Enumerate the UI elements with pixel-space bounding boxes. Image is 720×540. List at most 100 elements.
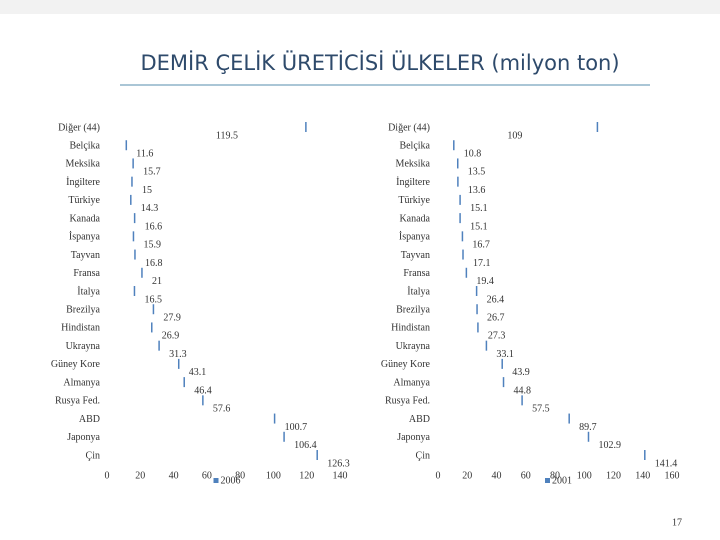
bar-marker bbox=[133, 213, 136, 224]
bar-marker bbox=[141, 267, 143, 278]
category-label: Çin bbox=[86, 450, 100, 461]
value-label: 16.6 bbox=[145, 221, 163, 232]
bar-marker bbox=[132, 158, 134, 169]
category-label: Tayvan bbox=[401, 250, 430, 261]
value-label: 46.4 bbox=[194, 385, 212, 396]
category-label: Rusya Fed. bbox=[55, 396, 100, 407]
value-label: 14.3 bbox=[141, 203, 159, 214]
bar-marker bbox=[134, 249, 136, 260]
category-label: ABD bbox=[79, 414, 100, 425]
category-label: Almanya bbox=[393, 377, 430, 388]
bar-marker bbox=[202, 395, 204, 406]
value-label: 43.1 bbox=[189, 367, 207, 378]
bar-marker bbox=[459, 194, 461, 205]
bar-marker bbox=[305, 122, 307, 132]
x-tick-label: 20 bbox=[135, 470, 145, 481]
top-band bbox=[0, 0, 720, 14]
value-label: 100.7 bbox=[285, 422, 308, 433]
bar-marker bbox=[596, 122, 599, 132]
category-label: Diğer (44) bbox=[388, 122, 430, 133]
value-label: 19.4 bbox=[476, 276, 494, 287]
category-label: Japonya bbox=[397, 432, 430, 443]
category-label: ABD bbox=[409, 414, 430, 425]
value-label: 43.9 bbox=[512, 367, 530, 378]
value-label: 33.1 bbox=[496, 349, 514, 360]
category-label: Çin bbox=[416, 450, 430, 461]
category-label: İspanya bbox=[69, 231, 101, 243]
bar-marker bbox=[273, 413, 276, 424]
bar-marker bbox=[461, 231, 464, 242]
bar-marker bbox=[152, 304, 155, 315]
legend-swatch bbox=[545, 478, 550, 483]
category-label: Ukrayna bbox=[396, 341, 431, 352]
category-label: Meksika bbox=[396, 159, 431, 170]
value-label: 17.1 bbox=[473, 258, 491, 269]
bar-marker bbox=[587, 431, 590, 442]
bar-marker bbox=[462, 249, 464, 260]
bar-marker bbox=[568, 413, 570, 424]
category-label: Meksika bbox=[66, 159, 101, 170]
category-label: Rusya Fed. bbox=[385, 396, 430, 407]
category-label: İngiltere bbox=[396, 176, 430, 188]
category-label: Brezilya bbox=[66, 305, 100, 316]
legend-label: 2001 bbox=[552, 475, 572, 486]
bar-marker bbox=[283, 431, 285, 442]
bar-marker bbox=[456, 158, 459, 169]
category-label: İngiltere bbox=[66, 176, 100, 188]
category-label: Belçika bbox=[69, 141, 100, 152]
value-label: 89.7 bbox=[579, 422, 597, 433]
x-tick-label: 40 bbox=[492, 470, 502, 481]
category-label: Japonya bbox=[67, 432, 100, 443]
bar-marker bbox=[453, 140, 455, 151]
value-label: 10.8 bbox=[464, 149, 482, 160]
bar-marker bbox=[125, 140, 128, 151]
slide-title: DEMİR ÇELİK ÜRETİCİSİ ÜLKELER (milyon to… bbox=[140, 50, 619, 75]
value-label: 11.6 bbox=[136, 149, 153, 160]
category-label: Türkiye bbox=[398, 195, 430, 206]
value-label: 126.3 bbox=[327, 458, 350, 469]
bar-marker bbox=[476, 304, 478, 315]
value-label: 13.5 bbox=[468, 167, 486, 178]
bar-marker bbox=[151, 322, 153, 333]
x-tick-label: 140 bbox=[333, 470, 348, 481]
bar-marker bbox=[502, 377, 505, 388]
value-label: 27.3 bbox=[488, 331, 506, 342]
bar-marker bbox=[316, 450, 318, 460]
value-label: 57.5 bbox=[532, 404, 550, 415]
bar-marker bbox=[133, 286, 136, 296]
value-label: 15 bbox=[142, 185, 152, 196]
bar-marker bbox=[130, 194, 132, 205]
value-label: 57.6 bbox=[213, 404, 231, 415]
bar-marker bbox=[475, 286, 478, 296]
category-label: Güney Kore bbox=[381, 359, 431, 370]
value-label: 15.7 bbox=[143, 167, 161, 178]
bar-marker bbox=[158, 340, 160, 351]
bar-marker bbox=[465, 267, 468, 278]
category-label: Almanya bbox=[63, 377, 100, 388]
category-label: Hindistan bbox=[391, 323, 430, 334]
bar-marker bbox=[131, 176, 133, 187]
value-label: 141.4 bbox=[655, 458, 678, 469]
value-label: 15.9 bbox=[143, 240, 161, 251]
value-label: 15.1 bbox=[470, 203, 488, 214]
value-label: 15.1 bbox=[470, 221, 488, 232]
value-label: 31.3 bbox=[169, 349, 187, 360]
x-tick-label: 20 bbox=[462, 470, 472, 481]
bar-marker bbox=[521, 395, 523, 406]
x-tick-label: 120 bbox=[299, 470, 314, 481]
category-label: Kanada bbox=[69, 213, 100, 224]
category-label: Türkiye bbox=[68, 195, 100, 206]
category-label: Hindistan bbox=[61, 323, 100, 334]
page-number: 17 bbox=[672, 517, 682, 528]
category-label: Tayvan bbox=[71, 250, 100, 261]
value-label: 106.4 bbox=[294, 440, 317, 451]
category-label: Güney Kore bbox=[51, 359, 101, 370]
category-label: Diğer (44) bbox=[58, 122, 100, 133]
x-tick-label: 80 bbox=[550, 470, 560, 481]
category-label: Brezilya bbox=[396, 305, 430, 316]
bar-marker bbox=[457, 176, 459, 187]
value-label: 26.7 bbox=[487, 313, 505, 324]
bar-marker bbox=[501, 358, 503, 369]
